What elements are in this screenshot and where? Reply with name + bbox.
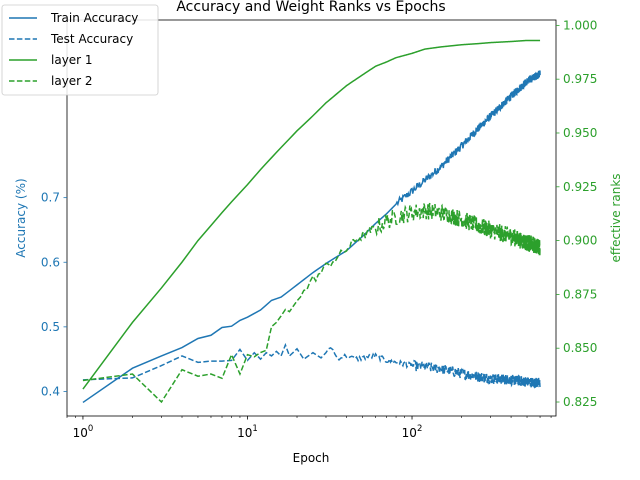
y-right-tick-label: 0.975 <box>563 72 597 86</box>
y-right-tick-label: 0.825 <box>563 395 597 409</box>
y-right-tick-label: 0.950 <box>563 126 597 140</box>
y-right-tick-label: 0.900 <box>563 234 597 248</box>
y-left-tick-label: 0.4 <box>41 384 60 398</box>
y-left-tick-label: 0.5 <box>41 320 60 334</box>
x-tick-label: 100 <box>73 424 94 440</box>
x-axis-label: Epoch <box>293 451 330 465</box>
y-right-tick-label: 0.875 <box>563 287 597 301</box>
y-axis-label-right: effective ranks <box>609 173 623 262</box>
series-line-test-accuracy <box>82 342 541 389</box>
plot-frame <box>66 19 557 417</box>
legend-label: Train Accuracy <box>50 11 138 25</box>
y-right-tick-label: 1.000 <box>563 18 597 32</box>
legend-label: layer 1 <box>51 53 93 67</box>
legend-label: layer 2 <box>51 74 93 88</box>
y-left-tick-label: 0.7 <box>41 191 60 205</box>
legend: Train Accuracy Test Accuracy layer 1 layer … <box>1 4 159 96</box>
legend-label: Test Accuracy <box>50 32 133 46</box>
series-line-train-accuracy <box>82 70 541 404</box>
series-line-layer-1 <box>82 39 541 390</box>
y-axis-label-left: Accuracy (%) <box>14 178 28 257</box>
y-left-tick-label: 0.6 <box>41 255 60 269</box>
x-tick-label: 102 <box>402 424 423 440</box>
series-line-layer-2 <box>82 202 541 404</box>
y-right-tick-label: 0.925 <box>563 180 597 194</box>
x-tick-label: 101 <box>237 424 258 440</box>
y-right-tick-label: 0.850 <box>563 341 597 355</box>
chart-title: Accuracy and Weight Ranks vs Epochs <box>176 0 445 15</box>
